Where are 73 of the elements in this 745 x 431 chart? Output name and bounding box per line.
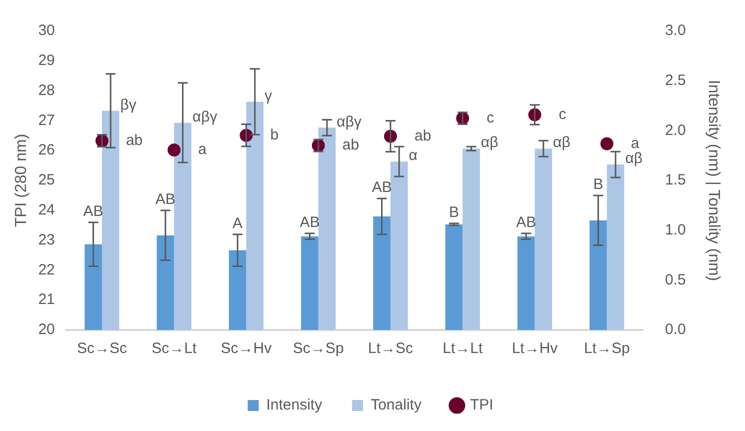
data-label: AB — [83, 203, 104, 220]
data-label: ab — [126, 132, 143, 149]
y-tick-label: 30 — [38, 22, 55, 40]
bar — [174, 122, 192, 330]
data-label: a — [630, 134, 640, 152]
legend-label: TPI — [470, 396, 494, 414]
legend-label: Intensity — [266, 396, 323, 414]
y-tick-label: 22 — [38, 261, 55, 278]
x-tick-label: Sc→Sc — [76, 340, 128, 358]
y-tick-label: 29 — [38, 52, 55, 70]
bar — [590, 220, 607, 330]
y2-tick-label: 2.0 — [664, 122, 686, 139]
x-tick-label: Sc→Lt — [152, 340, 198, 358]
legend-label: Tonality — [370, 396, 422, 414]
data-label: ab — [342, 136, 360, 154]
bar — [606, 164, 624, 330]
y-tick-label: 21 — [38, 291, 55, 308]
bar — [246, 102, 264, 330]
data-label: b — [270, 126, 279, 144]
y2-tick-label: 2.5 — [664, 72, 686, 89]
data-label: αβγ — [192, 108, 218, 126]
data-label: AB — [372, 179, 392, 196]
data-label: a — [198, 141, 208, 158]
x-tick-label: Lt→Sp — [584, 340, 630, 358]
y-tick-label: 24 — [38, 202, 55, 219]
y-tick-label: 20 — [38, 321, 55, 338]
data-label: AB — [155, 191, 176, 208]
y2-tick-label: 1.5 — [664, 172, 686, 189]
bar — [373, 216, 390, 330]
point — [168, 144, 181, 156]
y2-tick-label: 1.0 — [664, 221, 686, 238]
data-label: α — [408, 147, 418, 164]
data-label: A — [232, 214, 243, 232]
data-label: γ — [264, 87, 273, 104]
y-tick-label: 23 — [38, 231, 55, 248]
bar — [390, 162, 408, 330]
point — [600, 137, 614, 150]
y2-tick-label: 3.0 — [664, 22, 686, 40]
data-label: c — [558, 106, 567, 123]
y-tick-label: 28 — [38, 82, 55, 99]
data-label: αβ — [625, 150, 643, 168]
y-tick-label: 26 — [38, 142, 55, 159]
bar — [84, 244, 102, 330]
y2-tick-label: 0.5 — [664, 271, 686, 288]
bar — [534, 148, 552, 330]
data-label: AB — [516, 214, 536, 231]
data-label: αβγ — [336, 113, 362, 130]
bar — [517, 236, 535, 330]
y2-tick-label: 0.0 — [664, 321, 686, 338]
bar — [445, 224, 463, 330]
y-tick-label: 25 — [38, 172, 55, 189]
data-label: βγ — [120, 96, 137, 114]
data-label: ab — [414, 127, 432, 144]
y2-axis-title: Intensity (nm) | Tonality (nm) — [704, 80, 722, 282]
data-label: B — [593, 176, 604, 194]
x-tick-label: Lt→Sc — [368, 340, 414, 358]
x-tick-label: Lt→Hv — [512, 340, 558, 358]
bar — [462, 148, 480, 330]
data-label: c — [486, 109, 495, 126]
x-tick-label: Sc→Hv — [220, 340, 272, 358]
data-label: AB — [300, 214, 320, 231]
data-label: αβ — [480, 134, 499, 152]
bar — [156, 235, 174, 330]
bar — [102, 110, 120, 330]
bar — [318, 128, 336, 330]
data-label: αβ — [553, 134, 571, 152]
x-tick-label: Sc→Sp — [292, 340, 344, 358]
data-label: B — [448, 204, 459, 221]
y-tick-label: 27 — [38, 112, 55, 129]
y-axis-title: TPI (280 nm) — [13, 134, 30, 228]
bar — [228, 250, 246, 330]
bar — [301, 236, 318, 330]
x-tick-label: Lt→Lt — [442, 340, 484, 358]
